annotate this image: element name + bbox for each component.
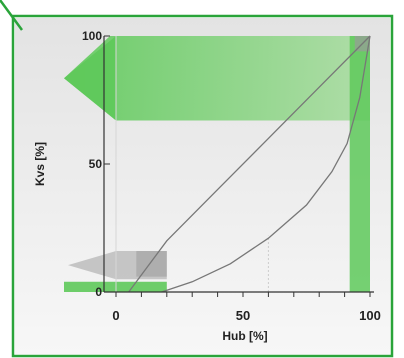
labels-layer: 0 50 100 0 50 100 Hub [%] Kvs [%] <box>33 29 381 343</box>
x-tick-label: 0 <box>112 308 119 323</box>
guide-layer <box>115 36 269 292</box>
gray-corner-box <box>136 251 167 277</box>
x-axis-title: Hub [%] <box>222 329 267 343</box>
y-axis-title: Kvs [%] <box>33 142 47 186</box>
top-green-arrow <box>64 36 116 121</box>
x-tick-label: 100 <box>359 308 381 323</box>
series-line-equal-percentage <box>161 35 371 293</box>
corner-diagonal-line <box>0 0 24 31</box>
right-green-band <box>349 36 370 292</box>
y-tick-label: 0 <box>95 285 102 299</box>
bands-layer <box>64 36 370 292</box>
y-tick-label: 100 <box>82 29 102 43</box>
bottom-green-band <box>64 281 167 292</box>
top-green-band <box>64 36 370 121</box>
series-line-linear <box>128 35 371 293</box>
axes-layer <box>103 35 374 297</box>
series-layer <box>128 35 371 293</box>
chart-frame <box>11 14 394 358</box>
y-tick-label: 50 <box>89 157 103 171</box>
x-tick-label: 50 <box>236 308 250 323</box>
